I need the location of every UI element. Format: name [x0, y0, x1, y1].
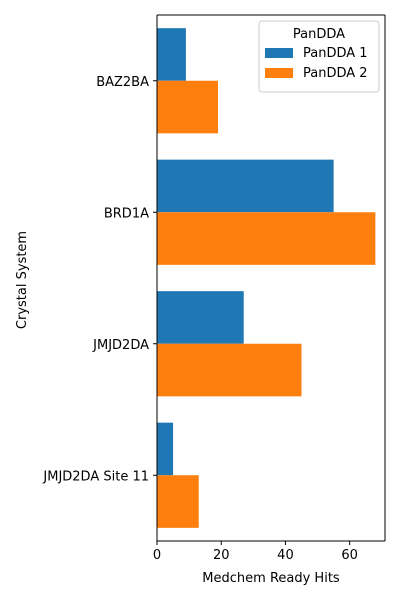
x-tick-label-1: 0	[153, 548, 161, 563]
legend-swatch-2	[265, 68, 293, 78]
bar-1-2	[157, 159, 334, 213]
x-axis-label: Medchem Ready Hits	[202, 571, 340, 586]
bars-layer	[157, 28, 376, 528]
legend-label-1: PanDDA 1	[303, 46, 368, 61]
legend-label-2: PanDDA 2	[303, 66, 368, 81]
legend-title: PanDDA	[293, 27, 345, 42]
bar-2-3	[157, 343, 302, 397]
axes-layer: 0 20 40 60 BAZ2BA BRD1A JMJD2DA JMJD2DA Site 11	[42, 14, 386, 563]
legend: PanDDA PanDDA 1 PanDDA 2	[258, 20, 380, 93]
bar-2-2	[157, 212, 376, 265]
x-tick-label-3: 40	[277, 548, 294, 563]
bar-1-3	[157, 291, 244, 344]
y-tick-label-1: BAZ2BA	[96, 75, 149, 90]
y-tick-label-2: BRD1A	[104, 206, 149, 221]
bar-2-1	[157, 80, 219, 134]
bar-2-4	[157, 475, 199, 528]
legend-items: PanDDA 1 PanDDA 2	[265, 46, 368, 81]
bar-1-1	[157, 28, 186, 81]
y-tick-label-3: JMJD2DA	[92, 338, 149, 353]
x-tick-label-4: 60	[341, 548, 358, 563]
y-axis-label: Crystal System	[15, 231, 30, 329]
x-tick-label-2: 20	[213, 548, 230, 563]
bar-1-4	[157, 422, 174, 476]
legend-swatch-1	[265, 48, 293, 58]
y-tick-label-4: JMJD2DA Site 11	[42, 469, 149, 484]
